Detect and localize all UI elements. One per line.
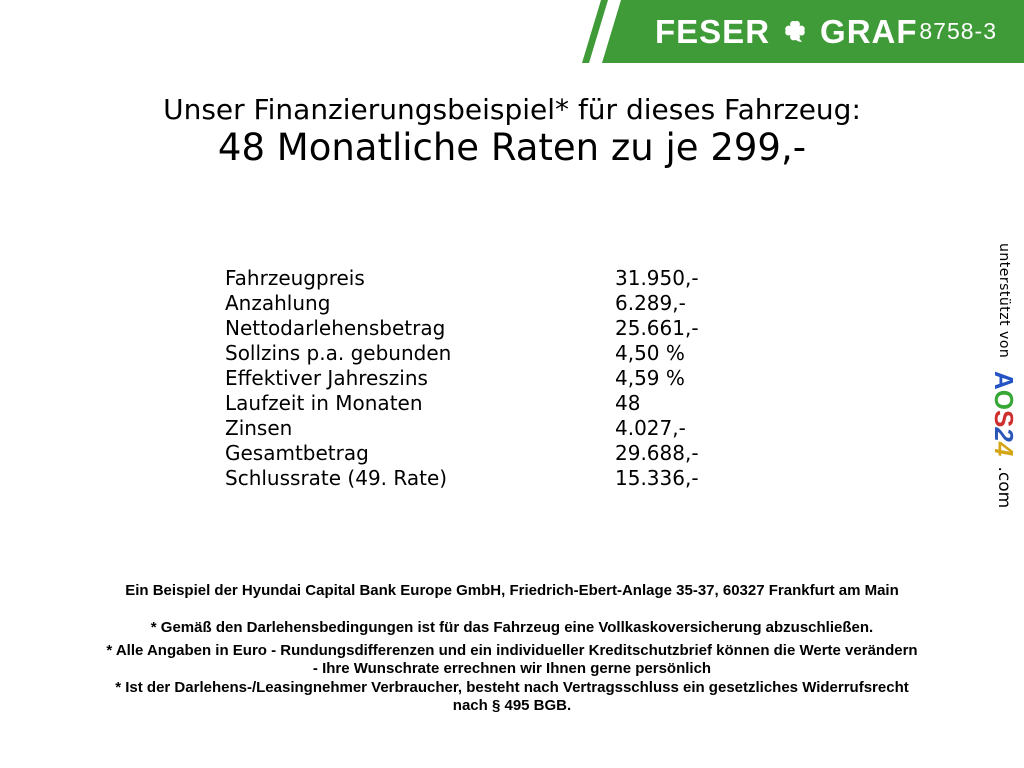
finance-row-value: 15.336,- <box>615 466 699 490</box>
finance-row-value: 25.661,- <box>615 316 699 340</box>
footnote-line: nach § 495 BGB. <box>452 697 572 714</box>
aos24-letter: 4 <box>989 441 1019 457</box>
finance-row-value: 48 <box>615 391 641 415</box>
aos24-letter: 2 <box>989 427 1019 442</box>
finance-row-value: 31.950,- <box>615 266 699 290</box>
table-row: Gesamtbetrag 29.688,- <box>225 441 785 466</box>
clover-icon <box>779 14 811 51</box>
brand-name-left: FESER <box>655 12 771 50</box>
aos24-letter: A <box>989 370 1019 390</box>
finance-row-label: Anzahlung <box>225 291 331 315</box>
finance-row-label: Fahrzeugpreis <box>225 266 365 290</box>
finance-table: Fahrzeugpreis 31.950,- Anzahlung 6.289,-… <box>225 266 785 491</box>
brand-logo: FESER GRAF <box>655 0 918 63</box>
supported-by-vertical-text: unterstützt von AOS24 .com <box>988 243 1019 508</box>
brand-name-right: GRAF <box>820 12 918 50</box>
finance-row-label: Zinsen <box>225 416 293 440</box>
finance-row-label: Gesamtbetrag <box>225 441 369 465</box>
footnote-line: - Ihre Wunschrate errechnen wir Ihnen ge… <box>312 660 712 677</box>
supported-by-suffix: .com <box>994 466 1014 509</box>
footnote-line: * Ist der Darlehens-/Leasingnehmer Verbr… <box>115 679 909 696</box>
finance-row-label: Laufzeit in Monaten <box>225 391 423 415</box>
finance-row-value: 4,59 % <box>615 366 685 390</box>
finance-row-value: 29.688,- <box>615 441 699 465</box>
aos24-letter: O <box>989 389 1019 410</box>
aos24-logo: AOS24 <box>989 371 1019 456</box>
finance-row-value: 4.027,- <box>615 416 686 440</box>
reference-number: 8758-3 <box>919 18 997 44</box>
table-row: Zinsen 4.027,- <box>225 416 785 441</box>
finance-row-label: Schlussrate (49. Rate) <box>225 466 448 490</box>
page-title: Unser Finanzierungsbeispiel* für dieses … <box>163 93 861 126</box>
header-banner <box>602 0 1024 63</box>
bank-example-line: Ein Beispiel der Hyundai Capital Bank Eu… <box>125 582 899 599</box>
table-row: Nettodarlehensbetrag 25.661,- <box>225 316 785 341</box>
finance-row-label: Sollzins p.a. gebunden <box>225 341 452 365</box>
finance-row-label: Effektiver Jahreszins <box>225 366 428 390</box>
page-subtitle-rate: 48 Monatliche Raten zu je 299,- <box>217 126 807 169</box>
table-row: Laufzeit in Monaten 48 <box>225 391 785 416</box>
footnote-line: * Alle Angaben in Euro - Rundungsdiffere… <box>106 642 918 659</box>
finance-row-value: 6.289,- <box>615 291 686 315</box>
footnote-line: * Gemäß den Darlehensbedingungen ist für… <box>150 619 874 636</box>
table-row: Sollzins p.a. gebunden 4,50 % <box>225 341 785 366</box>
table-row: Anzahlung 6.289,- <box>225 291 785 316</box>
aos24-letter: S <box>989 409 1019 428</box>
table-row: Effektiver Jahreszins 4,59 % <box>225 366 785 391</box>
supported-by-prefix: unterstützt von <box>996 243 1012 359</box>
table-row: Schlussrate (49. Rate) 15.336,- <box>225 466 785 491</box>
finance-row-label: Nettodarlehensbetrag <box>225 316 446 340</box>
table-row: Fahrzeugpreis 31.950,- <box>225 266 785 291</box>
finance-row-value: 4,50 % <box>615 341 685 365</box>
